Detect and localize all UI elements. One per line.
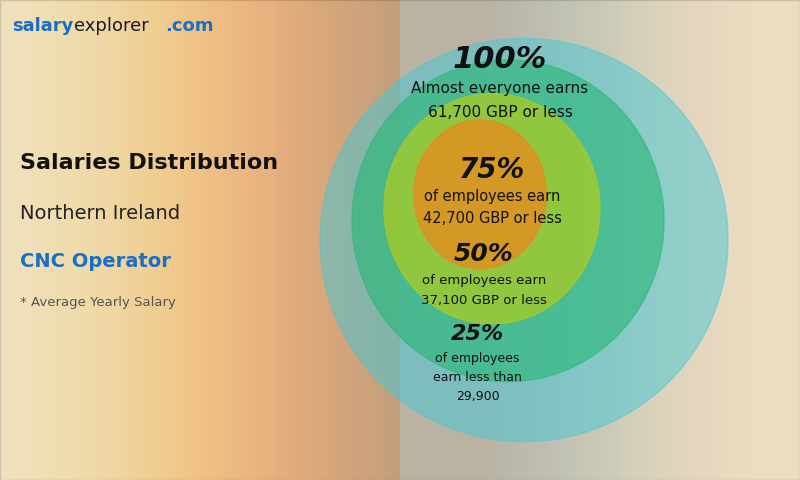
Text: salary: salary xyxy=(12,17,74,36)
Ellipse shape xyxy=(384,94,600,324)
Text: of employees earn: of employees earn xyxy=(422,274,546,288)
Text: explorer: explorer xyxy=(74,17,148,36)
Text: earn less than: earn less than xyxy=(433,371,522,384)
Text: 61,700 GBP or less: 61,700 GBP or less xyxy=(427,105,573,120)
Text: Northern Ireland: Northern Ireland xyxy=(20,204,180,223)
Text: 37,100 GBP or less: 37,100 GBP or less xyxy=(421,294,547,308)
Text: 29,900: 29,900 xyxy=(456,390,499,404)
Ellipse shape xyxy=(352,60,664,382)
Ellipse shape xyxy=(320,38,728,442)
Text: Almost everyone earns: Almost everyone earns xyxy=(411,81,589,96)
Text: 50%: 50% xyxy=(454,242,514,266)
Text: of employees: of employees xyxy=(435,352,520,365)
Text: CNC Operator: CNC Operator xyxy=(20,252,171,271)
Text: .com: .com xyxy=(166,17,214,36)
Text: Salaries Distribution: Salaries Distribution xyxy=(20,153,278,173)
Text: 42,700 GBP or less: 42,700 GBP or less xyxy=(422,211,562,226)
Ellipse shape xyxy=(414,120,546,269)
Text: of employees earn: of employees earn xyxy=(424,189,560,204)
Text: 25%: 25% xyxy=(451,324,504,344)
Text: 100%: 100% xyxy=(453,46,547,74)
Text: * Average Yearly Salary: * Average Yearly Salary xyxy=(20,296,176,309)
Text: 75%: 75% xyxy=(459,156,525,184)
